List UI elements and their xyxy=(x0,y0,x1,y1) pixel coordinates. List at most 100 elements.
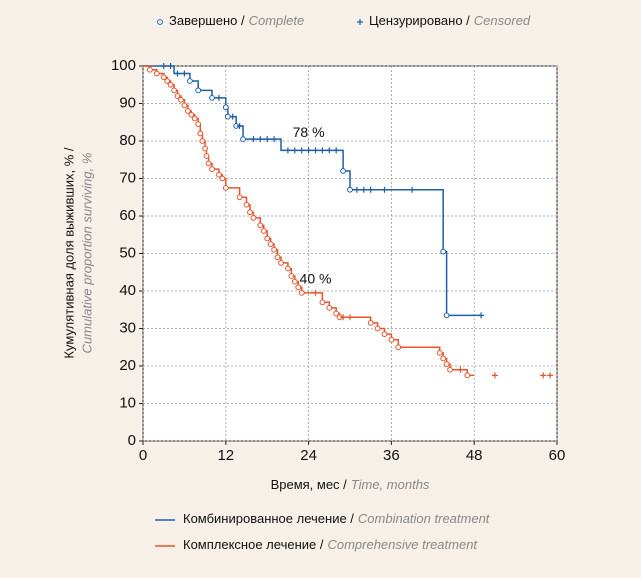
censored-marker xyxy=(312,289,319,296)
censored-marker xyxy=(409,186,416,193)
complete-marker xyxy=(160,74,167,81)
legend-label-ru: Цензурировано / xyxy=(369,13,470,28)
x-tick-label: 36 xyxy=(383,447,400,464)
complete-marker xyxy=(202,145,209,152)
censored-marker xyxy=(257,136,264,143)
plot-area xyxy=(142,65,558,442)
complete-marker xyxy=(267,241,274,248)
legend-label-ru: Завершено / xyxy=(169,13,245,28)
y-tick-label: 80 xyxy=(119,132,136,149)
complete-marker xyxy=(147,66,153,73)
y-tick-label: 70 xyxy=(119,169,136,186)
legend-label: Завершено / Complete xyxy=(169,13,304,28)
complete-marker xyxy=(174,93,181,99)
complete-marker xyxy=(381,331,388,338)
complete-marker xyxy=(464,372,471,379)
x-tick-label: 12 xyxy=(217,447,234,464)
complete-marker xyxy=(209,94,215,101)
censored-marker xyxy=(305,147,312,154)
complete-marker xyxy=(395,344,402,351)
complete-marker xyxy=(319,299,326,306)
complete-marker xyxy=(243,201,250,208)
censored-marker xyxy=(264,136,271,143)
legend-label-en: Combination treatment xyxy=(358,511,491,526)
complete-marker xyxy=(205,160,212,167)
censored-marker xyxy=(229,113,236,120)
censored-marker xyxy=(236,123,243,129)
complete-marker xyxy=(257,222,264,229)
complete-marker xyxy=(440,355,447,362)
complete-marker xyxy=(219,175,226,182)
complete-marker xyxy=(260,228,267,234)
complete-marker xyxy=(153,70,160,77)
complete-marker xyxy=(222,184,229,191)
complete-marker xyxy=(347,186,353,193)
complete-marker xyxy=(443,312,450,319)
complete-marker xyxy=(250,214,257,221)
censored-marker xyxy=(381,186,388,193)
y-tick-label: 60 xyxy=(119,207,136,224)
censored-marker xyxy=(347,314,353,321)
complete-marker xyxy=(436,349,443,356)
complete-marker xyxy=(195,87,202,94)
complete-marker xyxy=(216,171,222,178)
complete-marker xyxy=(367,319,374,326)
y-tick-label: 100 xyxy=(111,57,136,74)
complete-marker xyxy=(224,113,231,120)
complete-marker xyxy=(187,78,193,84)
censored-marker xyxy=(340,314,347,321)
censored-marker xyxy=(250,136,257,143)
censored-marker xyxy=(174,70,181,77)
y-tick-label: 10 xyxy=(119,394,136,411)
legend-label-en: Comprehensive treatment xyxy=(327,537,478,552)
complete-marker xyxy=(181,102,188,109)
x-axis-label-ru: Время, мес / xyxy=(271,477,348,492)
complete-marker xyxy=(197,130,204,137)
legend-label-en: Complete xyxy=(249,13,305,28)
censored-marker xyxy=(298,147,305,154)
legend-marker xyxy=(157,19,163,25)
complete-marker xyxy=(203,153,210,159)
y-tick-label: 90 xyxy=(119,94,136,111)
x-tick-label: 0 xyxy=(139,447,147,464)
complete-marker xyxy=(271,246,278,253)
complete-marker xyxy=(195,121,202,128)
y-tick-label: 40 xyxy=(119,282,136,299)
complete-marker xyxy=(171,87,177,94)
survival-line xyxy=(143,65,482,317)
complete-marker xyxy=(264,235,271,242)
censored-marker xyxy=(478,312,485,319)
annotation: 78 % xyxy=(293,124,325,140)
complete-marker xyxy=(447,366,453,373)
complete-marker xyxy=(191,115,198,122)
censored-marker xyxy=(291,147,298,154)
censored-marker xyxy=(319,147,326,154)
complete-marker xyxy=(340,168,347,174)
censored-marker xyxy=(491,372,498,379)
x-tick-label: 48 xyxy=(466,447,483,464)
complete-marker xyxy=(188,111,195,118)
complete-marker xyxy=(278,259,284,266)
annotation: 40 % xyxy=(300,270,332,286)
x-axis-label: Время, мес / Time, months xyxy=(271,477,430,492)
legend-label: Цензурировано / Censored xyxy=(369,13,531,28)
complete-marker xyxy=(374,325,381,332)
censored-marker xyxy=(367,186,374,193)
complete-marker xyxy=(291,278,298,285)
complete-marker xyxy=(443,361,450,368)
complete-marker xyxy=(209,166,215,173)
censored-marker xyxy=(333,147,340,154)
censored-marker xyxy=(547,372,554,379)
censored-marker xyxy=(167,63,174,69)
censored-marker xyxy=(181,70,188,77)
legend-label-ru: Комбинированное лечение / xyxy=(183,511,354,526)
complete-marker xyxy=(236,194,243,201)
censored-marker xyxy=(271,136,278,143)
y-tick-label: 30 xyxy=(119,319,136,336)
censored-marker xyxy=(360,186,367,193)
y-tick-label: 0 xyxy=(128,432,136,449)
complete-marker xyxy=(333,310,340,317)
complete-marker xyxy=(440,248,447,255)
complete-marker xyxy=(274,254,281,261)
